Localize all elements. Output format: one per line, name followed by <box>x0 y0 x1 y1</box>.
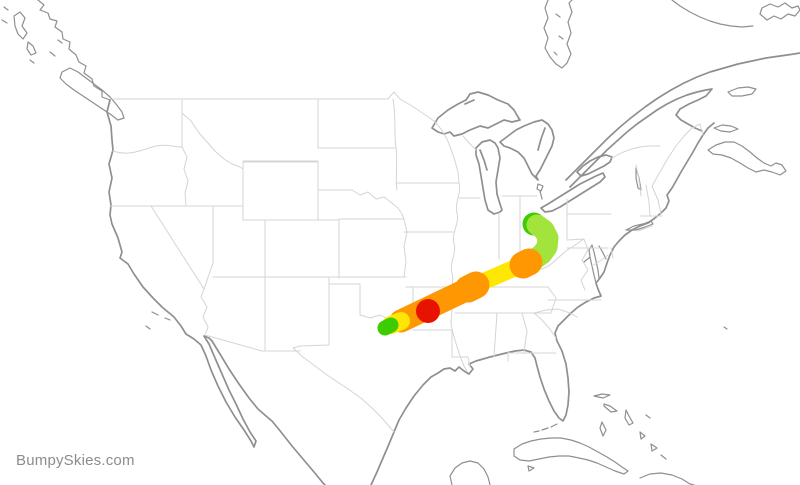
state-borders-plains <box>317 98 549 372</box>
lake-michigan <box>475 139 503 215</box>
coastline-st-lawrence <box>569 88 713 188</box>
florida-keys <box>533 423 558 433</box>
route-segment-calm <box>377 317 399 336</box>
turbulence-route-markers <box>416 299 440 323</box>
newfoundland-labrador <box>671 0 800 28</box>
nova-scotia <box>707 124 787 176</box>
channel-islands <box>145 311 171 330</box>
route-segment-moderate <box>509 248 543 279</box>
hispaniola <box>639 472 695 485</box>
james-bay <box>543 0 573 69</box>
coastline-quebec-north-shore <box>565 52 800 181</box>
cuba <box>513 437 629 475</box>
watermark: BumpySkies.com <box>16 452 135 469</box>
state-borders-west <box>109 91 435 433</box>
long-island <box>625 220 654 231</box>
lake-superior <box>431 91 521 137</box>
coastline-pacific <box>106 99 326 485</box>
route-marker-severe <box>416 299 440 323</box>
coastline-bc-archipelago <box>1 0 125 121</box>
lake-huron <box>499 119 555 181</box>
yucatan <box>449 460 491 485</box>
lake-st-clair <box>536 183 544 200</box>
anticosti-island <box>727 86 757 97</box>
bahamas <box>593 393 667 460</box>
state-borders-midwest-south <box>451 135 612 368</box>
lake-erie <box>540 172 606 213</box>
state-borders-northeast <box>591 123 704 267</box>
lake-ontario <box>576 154 613 177</box>
bermuda <box>723 326 728 330</box>
